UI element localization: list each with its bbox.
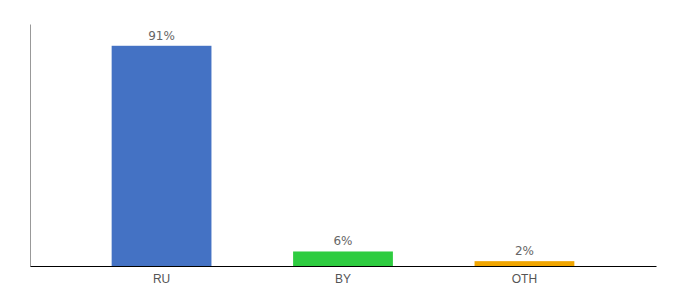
x-tick: OTH — [512, 266, 537, 286]
y-axis-line — [30, 25, 31, 267]
chart: RU BY OTH 91% 6% 2% — [0, 0, 680, 300]
bar — [293, 251, 393, 266]
x-axis-line — [31, 266, 657, 267]
plot: RU BY OTH 91% 6% 2% — [31, 25, 657, 286]
data-label: 6% — [333, 234, 352, 248]
x-tick-label: OTH — [512, 272, 537, 286]
x-tick-label: BY — [335, 272, 351, 286]
x-axis: RU BY OTH — [31, 266, 657, 286]
x-tick: BY — [335, 266, 351, 286]
bars — [112, 46, 575, 266]
x-tick-label: RU — [153, 272, 170, 286]
data-label: 91% — [148, 29, 175, 43]
x-tick: RU — [153, 266, 170, 286]
bar — [112, 46, 212, 266]
bar — [475, 261, 575, 266]
data-label: 2% — [515, 244, 534, 258]
data-labels: 91% 6% 2% — [148, 29, 534, 258]
y-axis — [30, 25, 31, 267]
